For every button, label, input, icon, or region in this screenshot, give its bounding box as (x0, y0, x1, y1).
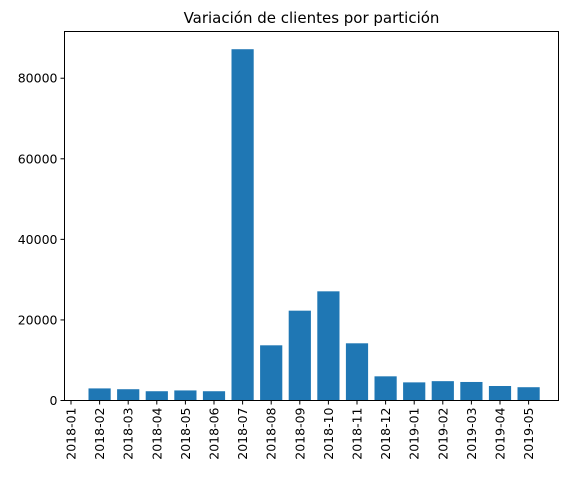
x-tick-label-2018-08: 2018-08 (264, 407, 279, 459)
bars-group (88, 49, 540, 401)
bar-2019-04 (488, 386, 512, 401)
y-tick-label-80000: 80000 (18, 71, 58, 86)
x-tick-label-2018-04: 2018-04 (149, 407, 164, 459)
bar-2018-04 (145, 391, 168, 401)
x-tick-label-2018-11: 2018-11 (350, 408, 365, 460)
x-axis: 2018-01 2018-02 2018-03 2018-04 2018-05 2018-… (64, 400, 536, 460)
x-tick-label-2018-07: 2018-07 (235, 408, 250, 460)
x-tick-label-2018-02: 2018-02 (92, 408, 107, 460)
x-tick-label-2019-02: 2019-02 (435, 408, 450, 460)
bar-2018-05 (174, 390, 197, 401)
plot-frame (64, 31, 559, 401)
chart-title: Variación de clientes por partición (184, 9, 440, 27)
bar-2019-03 (460, 381, 483, 401)
y-axis: 0 20000 40000 60000 80000 (18, 71, 65, 408)
x-tick-label-2019-05: 2019-05 (521, 408, 536, 460)
x-tick-label-2019-03: 2019-03 (464, 408, 479, 460)
x-tick-label-2018-12: 2018-12 (378, 408, 393, 460)
y-tick-label-40000: 40000 (18, 232, 58, 247)
bar-2018-02 (88, 388, 111, 401)
bar-2018-10 (317, 291, 340, 401)
bar-2019-05 (517, 387, 540, 401)
bar-2018-08 (260, 345, 283, 401)
x-tick-label-2018-06: 2018-06 (207, 407, 222, 459)
bar-2018-12 (374, 376, 397, 401)
y-tick-label-20000: 20000 (18, 312, 58, 327)
bar-2018-03 (117, 389, 140, 401)
bar-2018-07 (231, 49, 254, 401)
bar-2019-02 (431, 381, 454, 401)
bar-2018-06 (202, 391, 226, 401)
bar-2018-09 (288, 310, 311, 401)
x-tick-label-2018-03: 2018-03 (121, 408, 136, 460)
x-tick-label-2019-04: 2019-04 (493, 407, 508, 459)
x-tick-label-2019-01: 2019-01 (407, 408, 422, 460)
x-tick-label-2018-10: 2018-10 (321, 407, 336, 459)
bar-2019-01 (403, 382, 426, 401)
bar-2018-11 (345, 343, 369, 401)
x-tick-label-2018-09: 2018-09 (292, 407, 307, 459)
y-tick-label-0: 0 (50, 393, 58, 408)
x-tick-label-2018-05: 2018-05 (178, 408, 193, 460)
y-tick-label-60000: 60000 (18, 151, 58, 166)
x-tick-label-2018-01: 2018-01 (64, 408, 79, 460)
